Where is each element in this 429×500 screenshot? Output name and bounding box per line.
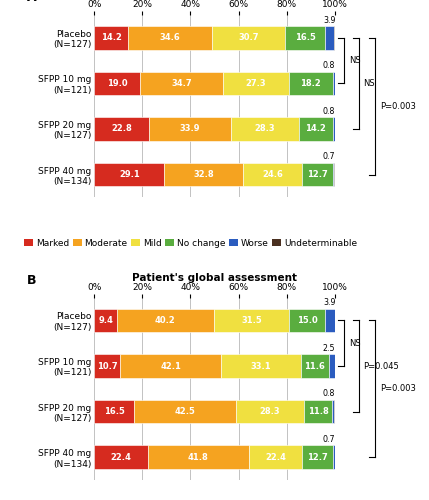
Bar bbox=[94, 72, 140, 95]
Text: NS: NS bbox=[349, 338, 361, 347]
Bar bbox=[289, 308, 325, 332]
Text: 33.9: 33.9 bbox=[180, 124, 200, 134]
Text: 22.4: 22.4 bbox=[111, 452, 132, 462]
Text: 14.2: 14.2 bbox=[305, 124, 326, 134]
Text: 0.7: 0.7 bbox=[323, 152, 335, 162]
Bar bbox=[243, 162, 302, 186]
Text: 11.6: 11.6 bbox=[304, 362, 325, 370]
Text: NS: NS bbox=[349, 56, 361, 65]
Text: 9.4: 9.4 bbox=[98, 316, 113, 325]
Text: 19.0: 19.0 bbox=[107, 79, 127, 88]
Legend: Marked, Moderate, Mild, No change, Worse, Undeterminable: Marked, Moderate, Mild, No change, Worse… bbox=[24, 238, 357, 248]
Text: 14.2: 14.2 bbox=[101, 34, 122, 42]
Bar bbox=[134, 400, 236, 423]
Text: 40.2: 40.2 bbox=[155, 316, 175, 325]
Bar bbox=[94, 162, 164, 186]
Bar bbox=[325, 26, 334, 50]
Bar bbox=[140, 72, 224, 95]
Title: Patient's global assessment: Patient's global assessment bbox=[132, 273, 297, 283]
Bar bbox=[299, 117, 333, 141]
Text: 28.3: 28.3 bbox=[254, 124, 275, 134]
Text: 42.5: 42.5 bbox=[175, 407, 196, 416]
Text: 32.8: 32.8 bbox=[193, 170, 214, 179]
Text: 41.8: 41.8 bbox=[188, 452, 209, 462]
Bar bbox=[94, 354, 120, 378]
Bar bbox=[231, 117, 299, 141]
Text: 2.5: 2.5 bbox=[323, 344, 335, 353]
Bar bbox=[333, 72, 335, 95]
Text: 34.6: 34.6 bbox=[160, 34, 181, 42]
Bar bbox=[94, 117, 149, 141]
Bar bbox=[333, 117, 335, 141]
Bar bbox=[332, 400, 334, 423]
Text: 11.8: 11.8 bbox=[308, 407, 329, 416]
Text: 12.7: 12.7 bbox=[307, 170, 328, 179]
Text: 33.1: 33.1 bbox=[251, 362, 271, 370]
Text: 10.7: 10.7 bbox=[97, 362, 118, 370]
Bar bbox=[249, 446, 302, 469]
Text: P=0.045: P=0.045 bbox=[363, 362, 399, 370]
Bar bbox=[117, 308, 214, 332]
Bar bbox=[211, 26, 285, 50]
Bar bbox=[221, 354, 301, 378]
Bar bbox=[94, 308, 117, 332]
Text: 28.3: 28.3 bbox=[260, 407, 281, 416]
Text: 24.6: 24.6 bbox=[262, 170, 283, 179]
Text: 16.5: 16.5 bbox=[104, 407, 125, 416]
Text: 30.7: 30.7 bbox=[238, 34, 259, 42]
Text: 0.7: 0.7 bbox=[323, 435, 335, 444]
Text: P=0.003: P=0.003 bbox=[380, 102, 416, 110]
Text: A: A bbox=[27, 0, 37, 4]
Text: NS: NS bbox=[363, 79, 375, 88]
Text: 0.8: 0.8 bbox=[323, 107, 335, 116]
Text: B: B bbox=[27, 274, 36, 287]
Bar bbox=[236, 400, 304, 423]
Bar bbox=[94, 400, 134, 423]
Text: 42.1: 42.1 bbox=[160, 362, 181, 370]
Text: 3.9: 3.9 bbox=[323, 16, 335, 24]
Bar bbox=[164, 162, 243, 186]
Text: 15.0: 15.0 bbox=[297, 316, 317, 325]
Text: 22.4: 22.4 bbox=[265, 452, 286, 462]
Text: 31.5: 31.5 bbox=[241, 316, 262, 325]
Text: 18.2: 18.2 bbox=[300, 79, 321, 88]
Bar bbox=[224, 72, 289, 95]
Text: 27.3: 27.3 bbox=[246, 79, 266, 88]
Bar bbox=[289, 72, 333, 95]
Bar bbox=[333, 446, 335, 469]
Text: 3.9: 3.9 bbox=[323, 298, 335, 307]
Bar bbox=[302, 446, 333, 469]
Bar bbox=[149, 117, 231, 141]
Bar bbox=[304, 400, 332, 423]
Text: 0.8: 0.8 bbox=[323, 390, 335, 398]
Text: 0.8: 0.8 bbox=[323, 61, 335, 70]
Bar bbox=[148, 446, 249, 469]
Bar bbox=[94, 26, 129, 50]
Text: 12.7: 12.7 bbox=[307, 452, 328, 462]
Bar bbox=[329, 354, 335, 378]
Text: 16.5: 16.5 bbox=[295, 34, 316, 42]
Bar bbox=[94, 446, 148, 469]
Bar bbox=[214, 308, 289, 332]
Bar bbox=[325, 308, 335, 332]
Bar bbox=[302, 162, 333, 186]
Bar bbox=[301, 354, 329, 378]
Bar bbox=[129, 26, 211, 50]
Text: 34.7: 34.7 bbox=[172, 79, 192, 88]
Bar bbox=[120, 354, 221, 378]
Bar bbox=[285, 26, 325, 50]
Bar bbox=[333, 162, 334, 186]
Text: 22.8: 22.8 bbox=[112, 124, 132, 134]
Text: P=0.003: P=0.003 bbox=[380, 384, 416, 394]
Text: 29.1: 29.1 bbox=[119, 170, 140, 179]
